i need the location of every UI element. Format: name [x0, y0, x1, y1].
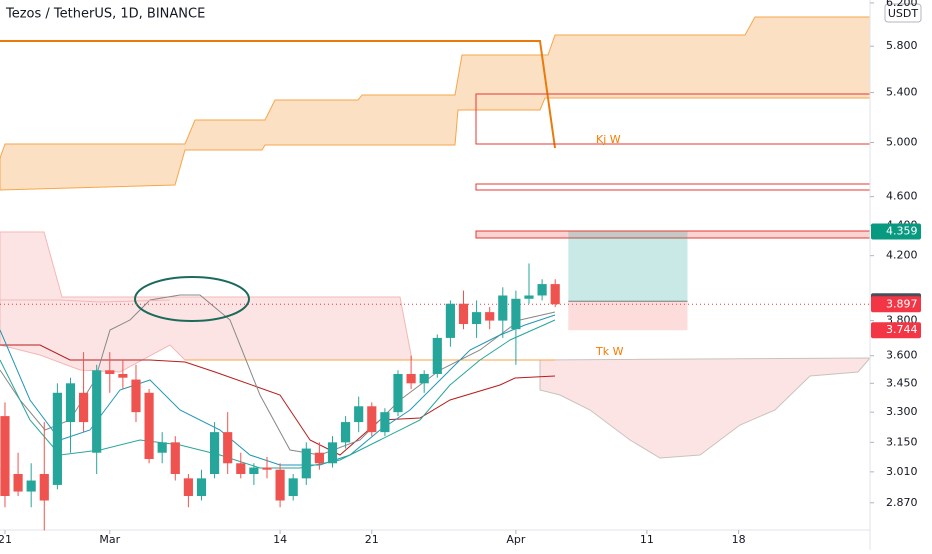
- candle-body: [341, 422, 351, 443]
- kijun-line: [0, 344, 556, 456]
- annotation: Kj W: [596, 133, 621, 146]
- candle-body: [92, 370, 102, 453]
- y-tick-label: 5.800: [886, 39, 918, 52]
- candle-body: [380, 412, 390, 433]
- candle-body: [511, 298, 521, 330]
- target-zone: [568, 231, 688, 302]
- candle-body: [157, 442, 167, 453]
- x-tick-label: 11: [640, 533, 654, 546]
- price-label-box: [871, 296, 921, 313]
- stop-zone: [568, 301, 688, 331]
- candle-body: [354, 406, 364, 423]
- x-tick-label: 14: [273, 533, 287, 546]
- candle-body: [406, 373, 416, 384]
- y-tick-label: 3.600: [886, 349, 918, 362]
- cloud: [0, 231, 413, 373]
- y-tick-label: 6.200: [886, 0, 918, 9]
- candle-body: [288, 478, 298, 497]
- candle-body: [458, 303, 469, 325]
- candle-body: [498, 295, 508, 321]
- candle-body: [39, 474, 49, 501]
- projected-cloud: [0, 16, 871, 191]
- cloud-future: [539, 357, 872, 459]
- x-tick-label: 21: [0, 533, 12, 546]
- y-tick-label: 3.450: [886, 376, 918, 389]
- candle-body: [144, 392, 154, 460]
- candle-body: [26, 480, 36, 492]
- price-label-box: [871, 322, 921, 339]
- title-background: [0, 2, 200, 24]
- price-label-box: [871, 223, 921, 240]
- candle-body: [210, 432, 220, 475]
- annotation: Tk W: [595, 345, 624, 358]
- candle-body: [419, 373, 429, 384]
- candle-body: [445, 303, 455, 338]
- candle-body: [118, 373, 128, 378]
- indicators: [0, 0, 872, 550]
- candle-body: [249, 467, 259, 475]
- x-tick-label: Mar: [99, 533, 120, 546]
- y-tick-label: 5.400: [886, 86, 918, 99]
- candle-body: [367, 406, 377, 433]
- y-tick-label: 4.600: [886, 190, 918, 203]
- x-tick-label: 18: [732, 533, 746, 546]
- y-tick-label: 5.000: [886, 136, 918, 149]
- candle-body: [550, 284, 560, 305]
- y-tick-label: 4.200: [886, 249, 918, 262]
- candle-body: [314, 452, 324, 464]
- y-tick-label: 2.870: [886, 496, 918, 509]
- currency[interactable]: USDT: [888, 7, 919, 20]
- candle-body: [262, 467, 272, 470]
- currency-box[interactable]: [884, 3, 922, 23]
- candle-body: [52, 392, 62, 485]
- x-tick-label: Apr: [506, 533, 526, 546]
- candle-body: [0, 416, 10, 497]
- drawn-ellipse: [134, 276, 250, 322]
- candle-body: [327, 442, 338, 464]
- y-tick-label: 3.150: [886, 435, 918, 448]
- candle-body: [196, 478, 207, 497]
- candle-body: [393, 373, 403, 413]
- candle-body: [301, 448, 311, 479]
- y-tick-label: 3.010: [886, 465, 918, 478]
- price-label: 3.744: [886, 323, 918, 336]
- candle-body: [170, 442, 180, 475]
- candle-body: [472, 312, 482, 325]
- candle-body: [131, 379, 141, 413]
- chart-title: Tezos / TetherUS, 1D, BINANCE: [5, 7, 205, 22]
- x-tick-label: 21: [365, 533, 379, 546]
- price-label: 3.897: [886, 297, 918, 310]
- candle-body: [275, 469, 285, 501]
- candle-body: [223, 432, 233, 464]
- candle-body: [537, 284, 547, 296]
- price-label: 4.359: [886, 225, 918, 238]
- candle-body: [485, 312, 495, 321]
- candle-body: [524, 295, 534, 299]
- lagging-line: [0, 40, 556, 149]
- candle-body: [78, 392, 89, 423]
- candle-body: [183, 478, 193, 497]
- candle-body: [236, 463, 246, 475]
- candle-body: [432, 337, 442, 374]
- candle-body: [65, 383, 76, 423]
- candle-body: [105, 370, 115, 374]
- candle-body: [13, 474, 23, 492]
- y-tick-label: 3.300: [886, 405, 918, 418]
